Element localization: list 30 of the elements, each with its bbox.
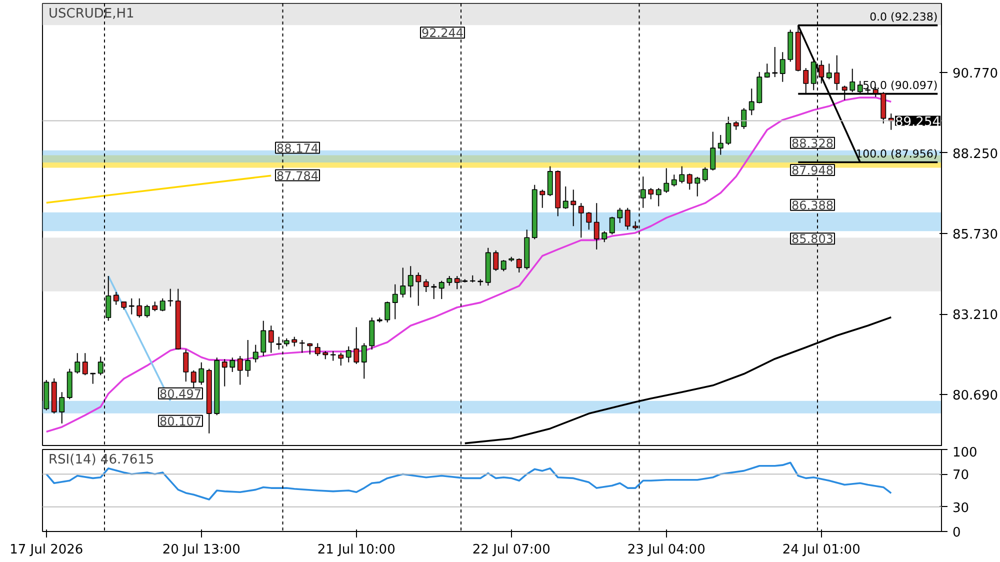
annotation: 88.174 [276, 141, 319, 156]
annotation: 87.948 [792, 164, 834, 178]
annotation: 92.244 [422, 26, 464, 40]
y-tick-label: 0 [952, 526, 961, 540]
legend-label: 100.0 (87.956) [856, 147, 938, 160]
chart-title: USCRUDE,H1 [48, 6, 134, 22]
y-tick-label: 70 [952, 468, 970, 484]
series-label: 50.0 (90.097) [862, 78, 938, 92]
x-tick-label: 22 Jul 07:00 [472, 542, 550, 558]
annotation: 88.328 [792, 136, 834, 150]
y-tick-label: 83.210 [952, 308, 998, 324]
y-tick-label: 80.690 [952, 388, 998, 404]
annotation: 80.107 [160, 414, 202, 428]
annotation: 80.497 [160, 386, 202, 401]
x-tick-label: 23 Jul 04:00 [627, 542, 706, 558]
series-label: 0.0 (92.238) [870, 10, 938, 24]
annotation: 87.784 [276, 168, 319, 183]
y-tick-label: 85.730 [952, 227, 998, 242]
x-tick-label: 17 Jul 2026 [10, 542, 84, 558]
y-tick-label: 30 [952, 500, 970, 516]
ref-line-label: 89.254 [895, 114, 941, 130]
annotation: 85.803 [792, 232, 834, 246]
annotation: 86.388 [792, 198, 834, 212]
y-tick-label: 100 [952, 446, 978, 460]
y-tick-label: 88.250 [952, 146, 998, 162]
chart-title: RSI(14) 46.7615 [48, 452, 154, 468]
x-tick-label: 20 Jul 13:00 [162, 542, 240, 558]
x-tick-label: 21 Jul 10:00 [317, 542, 396, 558]
y-tick-label: 90.770 [952, 66, 998, 82]
x-tick-label: 24 Jul 01:00 [782, 542, 860, 558]
